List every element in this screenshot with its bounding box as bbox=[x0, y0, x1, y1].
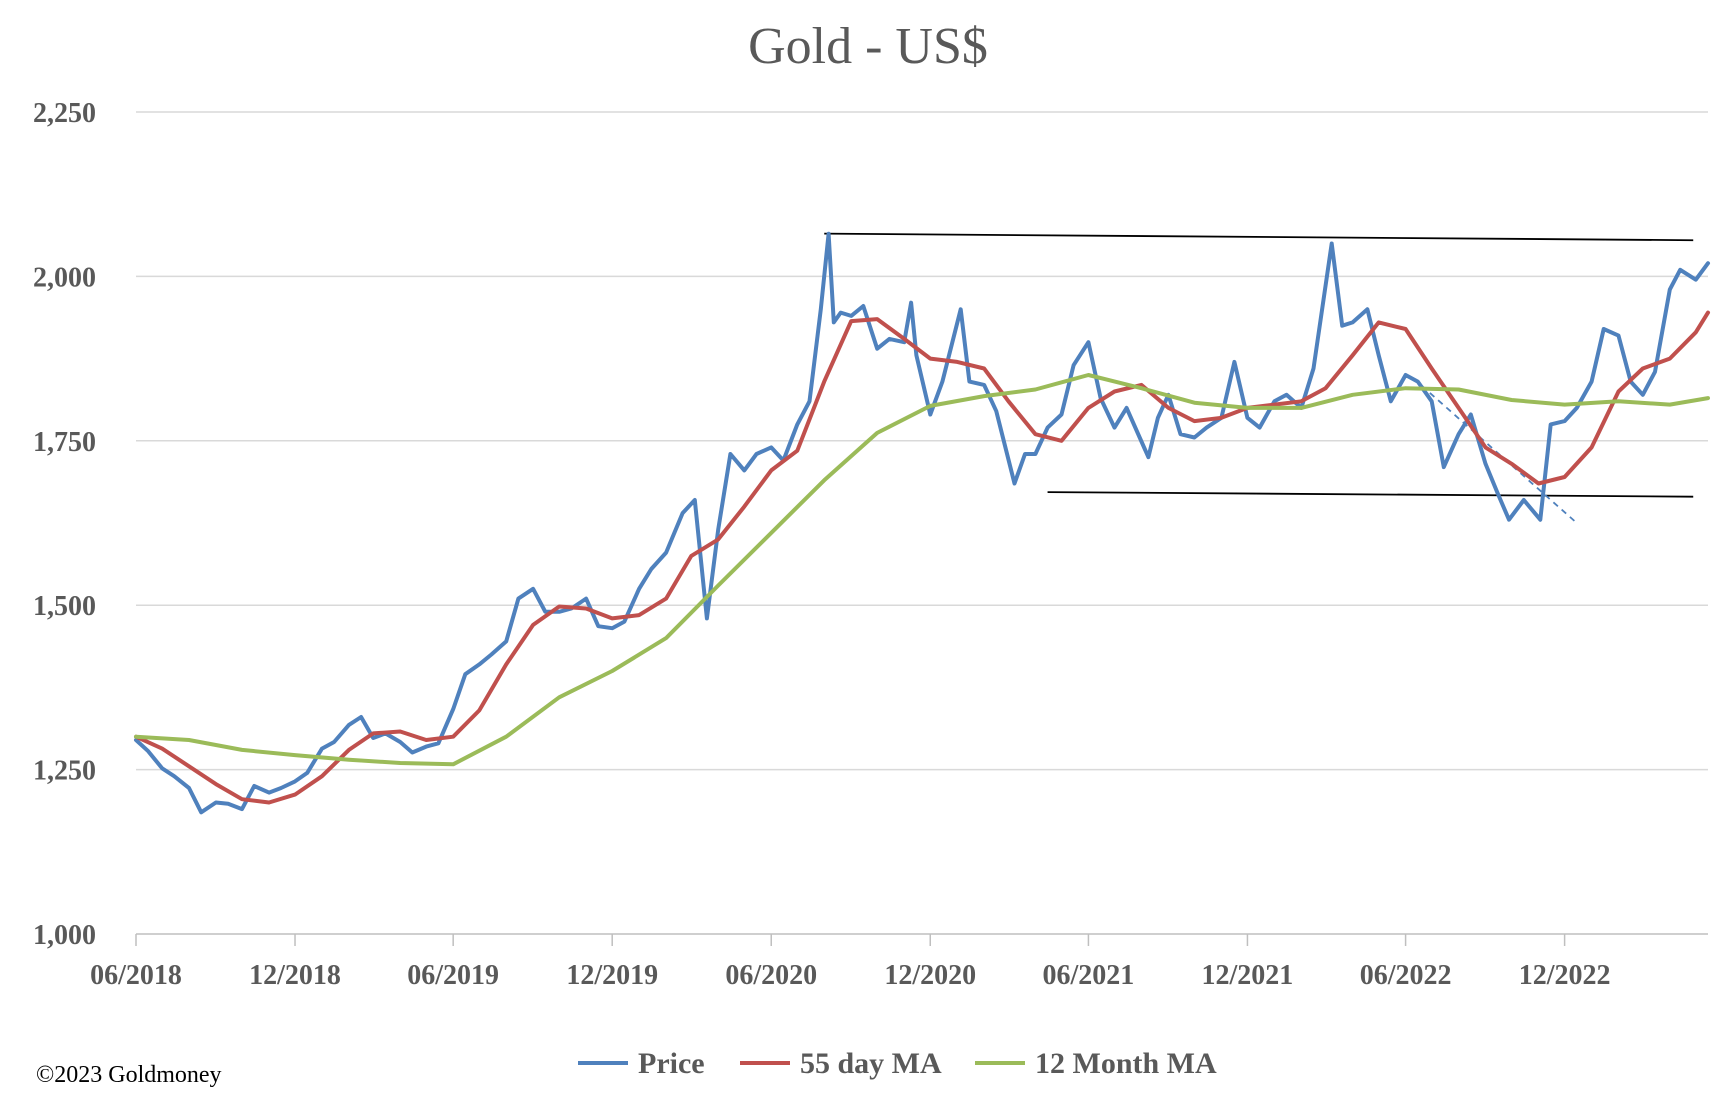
x-tick-label: 06/2022 bbox=[1360, 960, 1452, 991]
y-axis-ticks: 1,000 1,250 1,500 1,750 2,000 2,250 bbox=[33, 98, 96, 951]
trendline bbox=[824, 232, 1694, 242]
series-lines bbox=[134, 231, 1710, 815]
x-tick-label: 06/2020 bbox=[725, 960, 817, 991]
x-axis: 06/2018 12/2018 06/2019 12/2019 06/2020 12/20… bbox=[90, 933, 1708, 991]
price-line bbox=[134, 231, 1710, 815]
y-tick-label: 1,250 bbox=[33, 756, 96, 787]
y-tick-label: 1,750 bbox=[33, 427, 96, 458]
x-tick-label: 12/2018 bbox=[249, 960, 341, 991]
legend-label-price: Price bbox=[638, 1047, 705, 1080]
x-tick-label: 12/2020 bbox=[884, 960, 976, 991]
copyright-credit: ©2023 Goldmoney bbox=[36, 1062, 222, 1088]
legend: Price 55 day MA 12 Month MA bbox=[578, 1047, 1217, 1080]
55-day-ma-line bbox=[134, 310, 1710, 805]
legend-label-12-month-ma: 12 Month MA bbox=[1035, 1047, 1217, 1080]
x-tick-label: 12/2021 bbox=[1202, 960, 1294, 991]
y-tick-label: 1,500 bbox=[33, 591, 96, 622]
gridlines bbox=[136, 111, 1708, 771]
legend-label-55-day-ma: 55 day MA bbox=[800, 1047, 942, 1080]
x-tick-label: 12/2019 bbox=[566, 960, 658, 991]
chart-title: Gold - US$ bbox=[748, 18, 988, 75]
x-tick-label: 06/2018 bbox=[90, 960, 182, 991]
trendline-annotations bbox=[824, 232, 1694, 524]
x-tick-label: 06/2021 bbox=[1043, 960, 1135, 991]
y-tick-label: 2,250 bbox=[33, 98, 96, 129]
12-month-ma-line bbox=[134, 373, 1710, 767]
x-tick-label: 06/2019 bbox=[407, 960, 499, 991]
x-tick-label: 12/2022 bbox=[1519, 960, 1611, 991]
dashed-trendline bbox=[1412, 377, 1578, 524]
y-tick-label: 1,000 bbox=[33, 920, 96, 951]
y-tick-label: 2,000 bbox=[33, 262, 96, 293]
trendline bbox=[1047, 491, 1694, 498]
